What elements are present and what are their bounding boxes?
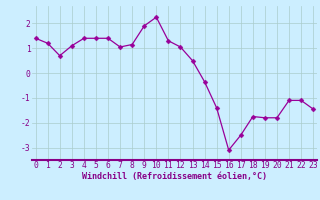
X-axis label: Windchill (Refroidissement éolien,°C): Windchill (Refroidissement éolien,°C) [82,172,267,181]
